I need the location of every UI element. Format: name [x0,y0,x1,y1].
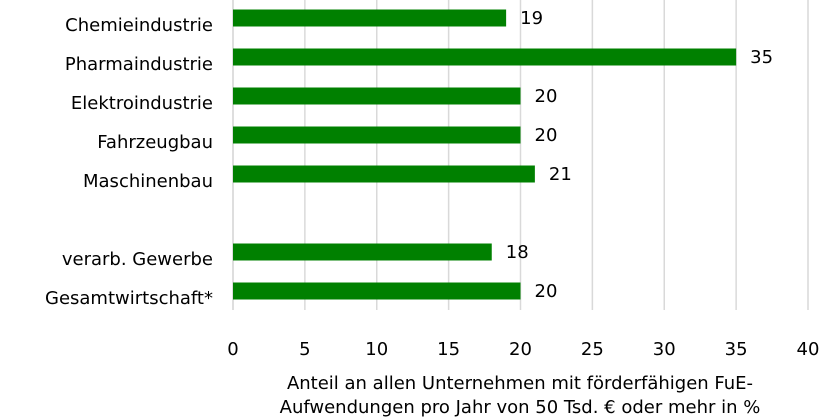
x-tick-label: 5 [299,339,310,360]
bar [233,87,521,105]
data-label: 20 [535,125,558,146]
bar [233,48,737,66]
data-label: 20 [535,86,558,107]
y-tick-label: verarb. Gewerbe [62,249,213,270]
x-tick-label: 10 [365,339,388,360]
y-tick-label: Fahrzeugbau [97,132,213,153]
bar [233,282,521,300]
bar [233,165,535,183]
y-tick-label: Maschinenbau [83,171,213,192]
data-label: 21 [549,164,572,185]
y-tick-label: Chemieindustrie [65,15,213,36]
x-tick-label: 40 [797,339,820,360]
x-tick-label: 30 [653,339,676,360]
y-tick-label: Gesamtwirtschaft* [45,288,213,309]
y-tick-label: Pharmaindustrie [65,54,213,75]
x-tick-label: 35 [725,339,748,360]
y-tick-label: Elektroindustrie [71,93,213,114]
x-tick-label: 0 [227,339,238,360]
data-label: 20 [535,281,558,302]
bar [233,243,492,261]
x-tick-label: 20 [509,339,532,360]
bar [233,126,521,144]
data-label: 35 [750,47,773,68]
bar [233,9,507,27]
data-label: 19 [520,8,543,29]
x-tick-label: 15 [437,339,460,360]
data-label: 18 [506,242,529,263]
x-tick-label: 25 [581,339,604,360]
x-axis-title: Anteil an allen Unternehmen mit förderfä… [287,373,753,394]
x-axis-title: Aufwendungen pro Jahr von 50 Tsd. € oder… [280,397,761,418]
